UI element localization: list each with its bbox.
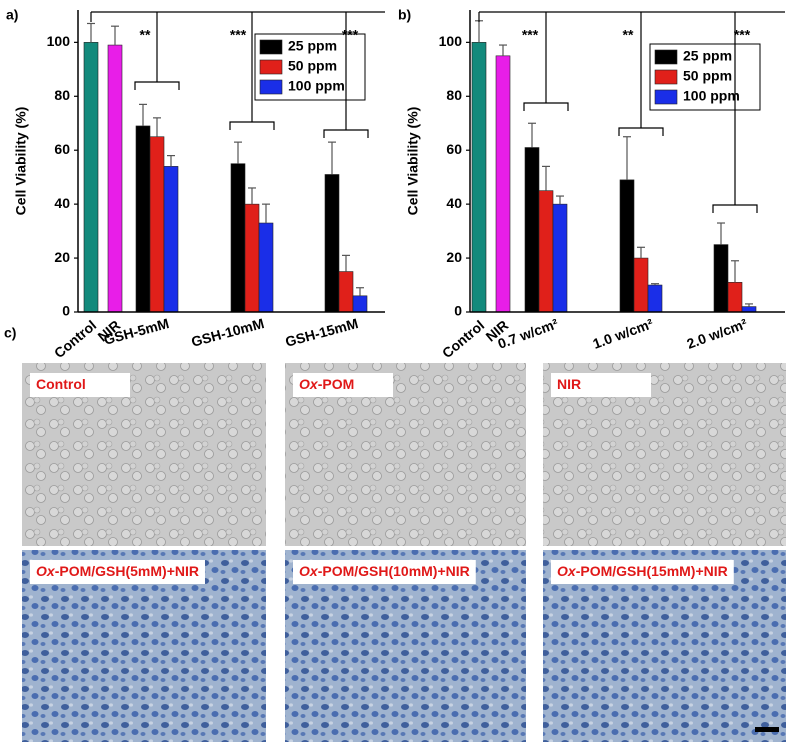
legend-swatch <box>654 69 678 85</box>
legend-swatch <box>654 89 678 105</box>
x-tick-label: Control <box>51 317 99 361</box>
y-tick-label: 80 <box>54 87 70 103</box>
y-tick-label: 40 <box>446 195 462 211</box>
bar <box>352 295 368 313</box>
x-tick-label: GSH-10mM <box>189 315 265 350</box>
label-text: -POM/GSH(5mM)+NIR <box>55 563 199 579</box>
label-box <box>30 560 205 584</box>
bar <box>647 284 663 313</box>
legend-label: 25 ppm <box>683 48 732 64</box>
x-tick-label: Control <box>439 317 487 361</box>
panel-label: b) <box>398 7 411 23</box>
bracket <box>618 127 664 136</box>
label-text: -POM/GSH(15mM)+NIR <box>576 563 728 579</box>
y-tick-label: 60 <box>446 141 462 157</box>
bar <box>741 306 757 313</box>
bar <box>524 147 540 313</box>
legend-box <box>254 33 366 101</box>
significance: *** <box>342 27 359 43</box>
bar <box>619 179 635 313</box>
panel-label: a) <box>6 7 18 23</box>
label-text: -POM <box>318 376 355 392</box>
legend-swatch <box>259 59 283 75</box>
bar <box>495 55 511 313</box>
bracket <box>229 121 275 130</box>
y-axis-label: Cell Viability (%) <box>13 107 29 216</box>
y-tick-label: 0 <box>454 303 462 319</box>
label-italic: Ox <box>557 563 577 579</box>
y-tick-label: 20 <box>446 249 462 265</box>
bar <box>324 174 340 313</box>
y-tick-label: 20 <box>54 249 70 265</box>
legend-label: 50 ppm <box>683 68 732 84</box>
y-tick-label: 100 <box>47 33 71 49</box>
bar <box>727 282 743 313</box>
bar <box>552 203 568 313</box>
image-label: Ox-POM/GSH(10mM)+NIR <box>299 563 470 579</box>
bracket <box>323 129 369 138</box>
x-tick-label: 1.0 w/cm² <box>591 315 656 352</box>
label-box <box>551 373 651 397</box>
y-tick-label: 0 <box>62 303 70 319</box>
legend-label: 100 ppm <box>288 78 345 94</box>
bar <box>713 244 729 313</box>
label-text: -POM/GSH(10mM)+NIR <box>318 563 470 579</box>
label-italic: Ox <box>36 563 56 579</box>
bracket <box>134 81 180 90</box>
legend-swatch <box>259 79 283 95</box>
significance: ** <box>623 27 634 43</box>
bar <box>338 271 354 313</box>
bar <box>83 42 99 313</box>
label-text: NIR <box>557 376 581 392</box>
label-box <box>293 560 476 584</box>
significance: ** <box>140 27 151 43</box>
label-text: Control <box>36 376 86 392</box>
bar <box>538 190 554 313</box>
label-italic: Ox <box>299 563 319 579</box>
bar <box>107 44 123 313</box>
bar <box>163 166 179 313</box>
significance: *** <box>522 27 539 43</box>
bar <box>149 136 165 313</box>
legend-label: 50 ppm <box>288 58 337 74</box>
y-tick-label: 80 <box>446 87 462 103</box>
label-box <box>30 373 130 397</box>
legend-label: 25 ppm <box>288 38 337 54</box>
bar <box>230 163 246 313</box>
y-axis-label: Cell Viability (%) <box>405 107 421 216</box>
legend-box <box>649 43 761 111</box>
legend-swatch <box>259 39 283 55</box>
image-label: NIR <box>557 376 581 392</box>
x-tick-label: GSH-15mM <box>283 315 359 350</box>
image-label: Ox-POM/GSH(15mM)+NIR <box>557 563 728 579</box>
y-tick-label: 60 <box>54 141 70 157</box>
scale-bar <box>755 727 779 732</box>
y-tick-label: 100 <box>439 33 463 49</box>
bar <box>258 222 274 313</box>
image-label: Ox-POM <box>299 376 354 392</box>
bar <box>135 125 151 313</box>
x-tick-label: 0.7 w/cm² <box>496 315 561 352</box>
panel-label: c) <box>4 325 16 341</box>
x-tick-label: 2.0 w/cm² <box>685 315 750 352</box>
bar <box>633 257 649 313</box>
label-box <box>293 373 393 397</box>
bracket <box>712 204 758 213</box>
legend-swatch <box>654 49 678 65</box>
significance: *** <box>230 27 247 43</box>
y-tick-label: 40 <box>54 195 70 211</box>
label-box <box>551 560 734 584</box>
legend-label: 100 ppm <box>683 88 740 104</box>
bar <box>471 42 487 313</box>
image-label: Ox-POM/GSH(5mM)+NIR <box>36 563 199 579</box>
bar <box>244 203 260 313</box>
image-label: Control <box>36 376 86 392</box>
label-italic: Ox <box>299 376 319 392</box>
bracket <box>523 102 569 111</box>
significance: *** <box>734 27 751 43</box>
